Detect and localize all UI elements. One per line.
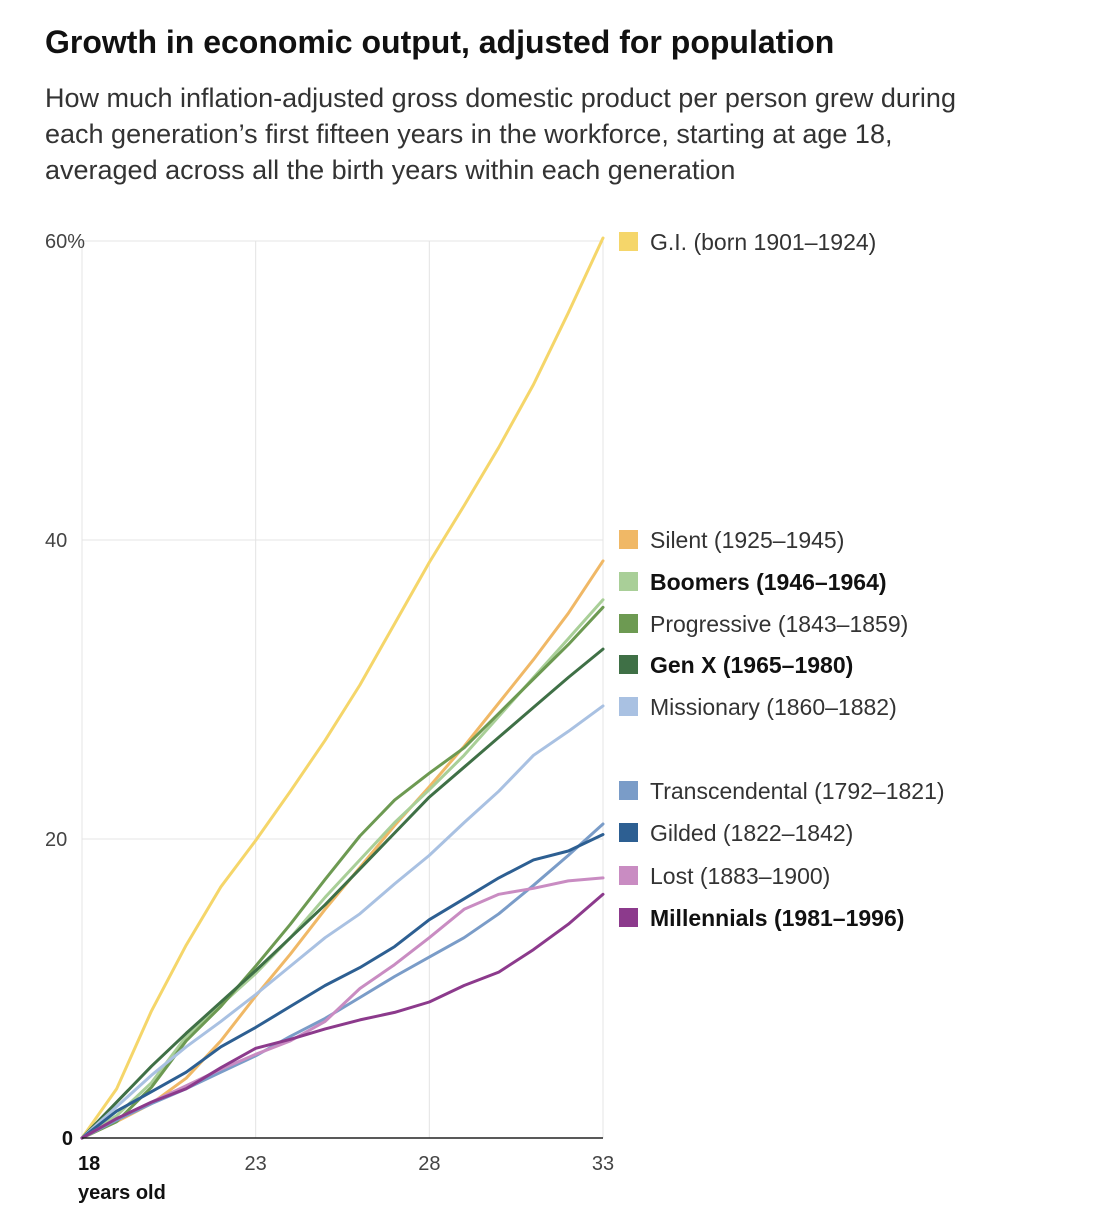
- y-tick-label: 20: [45, 829, 67, 851]
- legend-swatch: [619, 614, 638, 633]
- y-tick-label: 60%: [45, 231, 85, 253]
- legend-swatch: [619, 232, 638, 251]
- legend-label: Lost (1883–1900): [650, 863, 830, 889]
- series-line-3: [80, 605, 605, 1140]
- series-line-7: [80, 833, 605, 1140]
- series-lines: [80, 236, 605, 1140]
- y-tick-label: 40: [45, 530, 67, 552]
- x-tick-label: 28: [418, 1153, 440, 1175]
- gridlines: [81, 240, 604, 1138]
- legend-swatch: [619, 655, 638, 674]
- legend-label: G.I. (born 1901–1924): [650, 229, 876, 255]
- legend-label: Gilded (1822–1842): [650, 820, 853, 846]
- series-line-6: [80, 822, 605, 1140]
- legend-swatch: [619, 781, 638, 800]
- chart-title: Growth in economic output, adjusted for …: [45, 24, 835, 60]
- legend-swatch: [619, 908, 638, 927]
- axes: 0 20 40 60% 18 23 28 33 years old: [45, 231, 614, 1204]
- series-line-4: [80, 647, 605, 1140]
- series-line-0: [80, 236, 605, 1140]
- legend: G.I. (born 1901–1924) Silent (1925–1945) B…: [619, 229, 945, 931]
- legend-label: Progressive (1843–1859): [650, 611, 908, 637]
- legend-label: Silent (1925–1945): [650, 527, 844, 553]
- legend-swatch: [619, 697, 638, 716]
- x-tick-label: 18: [78, 1153, 100, 1175]
- x-tick-label: 23: [245, 1153, 267, 1175]
- x-tick-label: 33: [592, 1153, 614, 1175]
- legend-label: Transcendental (1792–1821): [650, 778, 945, 804]
- chart-subtitle: How much inflation-adjusted gross domest…: [45, 83, 956, 185]
- legend-label: Gen X (1965–1980): [650, 652, 853, 678]
- legend-swatch: [619, 823, 638, 842]
- legend-swatch: [619, 572, 638, 591]
- legend-swatch: [619, 866, 638, 885]
- y-tick-label: 0: [62, 1128, 73, 1150]
- legend-label: Millennials (1981–1996): [650, 905, 904, 931]
- legend-label: Boomers (1946–1964): [650, 569, 887, 595]
- x-axis-label: years old: [78, 1182, 166, 1204]
- legend-swatch: [619, 530, 638, 549]
- series-line-1: [80, 559, 605, 1140]
- series-line-5: [80, 704, 605, 1140]
- legend-label: Missionary (1860–1882): [650, 694, 897, 720]
- series-line-9: [80, 892, 605, 1140]
